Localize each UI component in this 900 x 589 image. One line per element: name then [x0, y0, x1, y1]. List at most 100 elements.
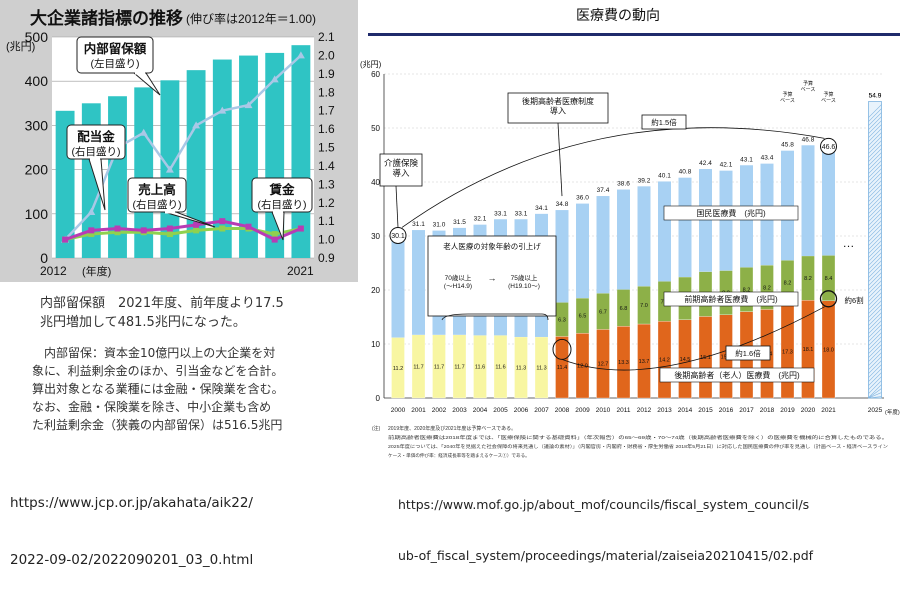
projection-hatch — [868, 116, 882, 130]
age-range-before: 70歳以上(〜H14.9) — [444, 273, 472, 290]
left-series-marker — [245, 223, 252, 230]
right-x-tick-label: 2012 — [637, 407, 652, 414]
national-medical-segment — [719, 170, 733, 271]
national-medical-segment — [412, 230, 425, 335]
projection-hatch — [868, 212, 882, 226]
projection-hatch — [868, 104, 882, 118]
right-x-tick-label: 2005 — [493, 407, 508, 414]
wage-callout-title: 賃金 — [268, 182, 295, 197]
right-x-tick-label: 2006 — [514, 407, 529, 414]
legend-early-elderly-box — [663, 291, 799, 307]
segment-value-label: 11.7 — [434, 364, 444, 370]
segment-value-label: 11.4 — [557, 365, 567, 371]
segment-value-label: 17.3 — [782, 349, 793, 355]
left-series-marker — [140, 227, 147, 234]
projection-hatch — [868, 308, 882, 322]
projection-hatch — [868, 316, 882, 330]
right-y-tick-label: 30 — [371, 232, 380, 241]
wage-callout-joint — [273, 210, 283, 214]
projection-hatch — [868, 120, 882, 134]
segment-value-label: 8.2 — [763, 285, 771, 291]
projection-hatch — [868, 148, 882, 162]
projection-hatch — [868, 216, 882, 230]
projection-hatch — [868, 160, 882, 174]
right-source-url-line1[interactable]: https://www.mof.go.jp/about_mof/councils… — [398, 497, 810, 512]
projection-hatch — [868, 256, 882, 270]
left-note-body: 内部留保：資本金10億円以上の大企業を対 象に、利益剰余金のほか、引当金などを合… — [32, 344, 358, 434]
projection-hatch — [868, 372, 882, 386]
left-y-tick-label: 300 — [25, 117, 49, 133]
projection-hatch — [868, 344, 882, 358]
projection-hatch — [868, 332, 882, 346]
projection-hatch — [868, 384, 882, 398]
total-value-label: 34.8 — [556, 201, 569, 208]
left-source-url-line1[interactable]: https://www.jcp.or.jp/akahata/aik22/ — [10, 495, 253, 511]
right-y-axis-label: (兆円) — [360, 59, 382, 69]
projection-hatch — [868, 152, 882, 166]
total-value-label: 33.1 — [515, 210, 528, 217]
total-value-label: 36.0 — [576, 195, 589, 202]
age-range-after: 75歳以上(H19.10〜) — [508, 273, 540, 290]
right-x-tick-label: 2014 — [678, 407, 693, 414]
projection-bar-2025 — [868, 101, 882, 399]
early-elderly-segment — [555, 302, 569, 337]
segment-value-label: 6.7 — [599, 309, 607, 315]
projection-hatch — [868, 252, 882, 266]
projection-hatch — [868, 172, 882, 186]
segment-value-label: 13.3 — [618, 360, 629, 366]
right-source-url[interactable]: https://www.mof.go.jp/about_mof/councils… — [398, 462, 813, 581]
left-series-marker — [193, 221, 200, 228]
projection-hatch — [868, 364, 882, 378]
ratio-2-label: 約1.6倍 — [735, 348, 761, 358]
left-series-marker — [114, 225, 121, 232]
total-value-label: 31.1 — [412, 221, 425, 228]
right-x-tick-label: 2009 — [575, 407, 590, 414]
left-y2-tick-label: 0.9 — [318, 251, 335, 265]
segment-value-label: 11.3 — [516, 365, 526, 371]
right-x-tick-label: 2010 — [596, 407, 611, 414]
projection-hatch — [868, 156, 882, 170]
national-medical-segment — [617, 189, 630, 290]
segment-value-label: 6.5 — [579, 314, 587, 320]
total-value-label: 32.1 — [474, 216, 487, 223]
projection-hatch — [868, 396, 882, 399]
left-series-marker — [88, 231, 95, 238]
right-source-url-line2[interactable]: ub-of_fiscal_system/proceedings/material… — [398, 548, 814, 563]
segment-value-label: 11.7 — [413, 364, 423, 370]
legend-national: 国民医療費 (兆円) — [696, 208, 766, 218]
right-y-tick-label: 50 — [371, 124, 380, 133]
left-y2-tick-label: 1.2 — [318, 196, 335, 210]
right-x-tick-label: 2017 — [739, 407, 754, 414]
total-value-label: 31.5 — [453, 219, 466, 226]
right-x-tick-label: 2020 — [801, 407, 816, 414]
retained-earnings-callout-title: 内部留保額 — [84, 41, 147, 56]
projection-hatch — [868, 164, 882, 178]
total-value-label: 37.4 — [597, 187, 610, 194]
projection-hatch — [868, 336, 882, 350]
left-source-url-line2[interactable]: 2022-09-02/2022090201_03_0.html — [10, 552, 254, 568]
right-x-tick-label: 2000 — [391, 407, 406, 414]
right-y-tick-label: 10 — [371, 340, 380, 349]
medical-expense-chart: 医療費の動向 (兆円) 0 10 20 30 40 50 60 11.2 11.7 11.7 11… — [360, 7, 900, 459]
projection-hatch — [868, 228, 882, 242]
left-source-url[interactable]: https://www.jcp.or.jp/akahata/aik22/ 202… — [10, 456, 253, 589]
left-y2-tick-label: 1.1 — [318, 214, 335, 228]
total-value-label: 42.1 — [720, 162, 733, 169]
projection-hatch — [868, 328, 882, 342]
left-y2-tick-label: 1.9 — [318, 67, 335, 81]
projection-hatch — [868, 140, 882, 154]
projection-hatch — [868, 108, 882, 122]
projection-hatch — [868, 368, 882, 382]
segment-value-label: 8.4 — [825, 276, 833, 282]
projection-hatch — [868, 376, 882, 390]
left-y2-tick-label: 1.5 — [318, 141, 335, 155]
total-value-label: 33.1 — [494, 210, 507, 217]
projection-hatch — [868, 124, 882, 138]
elderly-medical-segment — [514, 336, 528, 399]
left-x-label-start: 2012 — [40, 264, 67, 278]
projection-hatch — [868, 220, 882, 234]
projection-hatch — [868, 192, 882, 206]
right-x-tick-label: 2025 — [868, 407, 883, 414]
right-x-tick-label: 2015 — [698, 407, 713, 414]
national-medical-segment — [822, 146, 835, 256]
